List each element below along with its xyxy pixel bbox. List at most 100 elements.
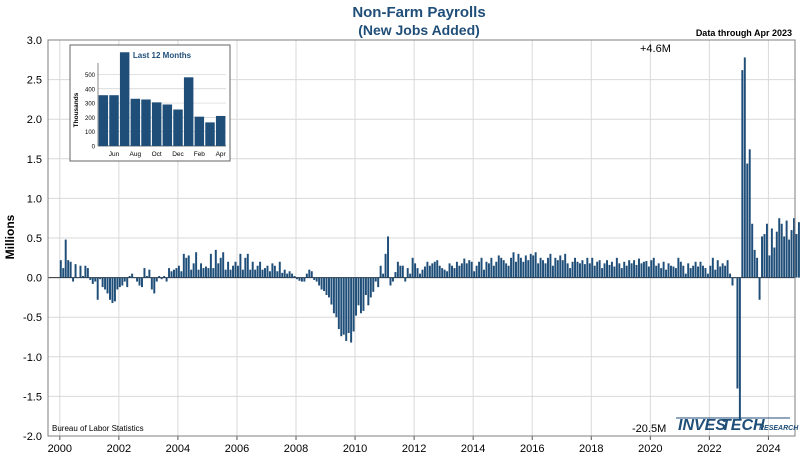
payroll-bar — [126, 277, 129, 288]
y-tick-label: -2.0 — [23, 431, 42, 443]
x-tick-label: 2004 — [166, 443, 190, 455]
payroll-bar — [505, 263, 508, 278]
inset-bar — [109, 95, 119, 146]
payroll-bar — [603, 263, 606, 278]
payroll-bar — [512, 252, 515, 278]
payroll-bar — [756, 257, 759, 278]
y-tick-label: 0.5 — [27, 233, 42, 245]
x-axis-ticks: 2000 2002 2004 2006 2008 2010 2012 2014 2016 2018… — [48, 436, 781, 455]
payroll-bar — [733, 277, 736, 279]
payroll-bar — [99, 277, 102, 280]
payroll-bar — [382, 273, 385, 278]
payroll-bar — [630, 263, 633, 278]
x-tick-label: 2018 — [579, 443, 603, 455]
payroll-bar — [601, 268, 604, 278]
payroll-bar — [736, 277, 739, 389]
payroll-bar — [451, 265, 453, 278]
payroll-bar — [300, 277, 303, 282]
payroll-bar — [406, 268, 409, 278]
payroll-bar — [219, 257, 222, 278]
payroll-bar — [325, 277, 328, 296]
payroll-bar — [229, 269, 232, 278]
inset-bar — [162, 104, 173, 146]
payroll-bar — [192, 263, 195, 278]
payroll-bar — [281, 272, 284, 278]
payroll-bar — [111, 277, 114, 303]
payroll-bar — [638, 258, 640, 278]
payroll-bar — [480, 257, 483, 278]
payroll-bar — [679, 261, 682, 278]
payroll-bar — [431, 263, 434, 278]
payroll-bar — [544, 263, 547, 278]
payroll-bar — [793, 218, 795, 278]
payroll-bar — [72, 277, 75, 282]
inset-y-tick-label: 500 — [85, 73, 96, 79]
inset-y-tick-label: 200 — [85, 116, 96, 122]
payroll-bar — [337, 277, 340, 330]
payroll-bar — [483, 269, 485, 278]
payroll-bar — [288, 271, 291, 278]
payroll-bar — [133, 277, 136, 279]
payroll-bar — [153, 277, 156, 294]
payroll-bar — [96, 277, 99, 300]
payroll-bar — [588, 263, 591, 278]
y-tick-label: -1.5 — [23, 391, 42, 403]
inset-bar — [215, 115, 226, 146]
payroll-bar — [138, 277, 141, 286]
trough-annotation: -20.5M — [632, 423, 666, 435]
payroll-bar — [497, 255, 500, 278]
payroll-bar — [566, 263, 569, 278]
payroll-bar — [571, 261, 574, 278]
payroll-bar — [62, 268, 65, 278]
payroll-bar — [795, 234, 798, 278]
inset-bar — [141, 99, 151, 146]
payroll-bar — [180, 271, 183, 278]
inset-bar — [119, 52, 130, 146]
payroll-bar — [517, 253, 520, 278]
x-tick-label: 2016 — [520, 443, 544, 455]
payroll-bar — [323, 277, 326, 292]
y-tick-label: 0.0 — [27, 273, 42, 285]
payroll-bar — [551, 265, 554, 278]
payroll-bar — [591, 257, 594, 278]
payroll-bar — [276, 271, 279, 278]
payroll-bar — [428, 265, 431, 278]
inset-bar — [130, 98, 141, 146]
payroll-bar — [86, 268, 89, 278]
payroll-bar — [699, 261, 702, 278]
payroll-bar — [362, 277, 365, 311]
payroll-bar — [318, 277, 321, 286]
chart-subtitle: (New Jobs Added) — [358, 22, 480, 38]
payroll-bar — [286, 273, 289, 278]
payroll-bar — [335, 277, 338, 318]
payroll-bar — [389, 277, 392, 286]
y-tick-label: 1.0 — [27, 193, 42, 205]
payroll-bar — [249, 269, 252, 278]
payroll-bar — [345, 277, 348, 341]
source-label: Bureau of Labor Statistics — [52, 424, 144, 433]
payroll-bar — [254, 269, 257, 278]
investech-logo: INVES TECH RESEARCH — [676, 417, 799, 434]
payroll-bar — [492, 265, 495, 278]
inset-bar — [183, 77, 194, 146]
payroll-bar — [593, 265, 596, 278]
payroll-bar — [232, 265, 235, 278]
payroll-bar — [359, 277, 362, 314]
payroll-bar — [79, 265, 82, 278]
payroll-bar — [542, 260, 545, 278]
peak-annotation: +4.6M — [640, 43, 671, 55]
y-tick-label: 1.5 — [27, 154, 42, 166]
payroll-bar — [655, 265, 658, 278]
payroll-bar — [633, 260, 636, 278]
payroll-bar — [768, 255, 771, 278]
payroll-bar — [423, 266, 426, 278]
payroll-bar — [532, 255, 535, 278]
payroll-bar — [239, 253, 242, 278]
payroll-bar — [234, 261, 237, 278]
payroll-bar — [660, 268, 663, 278]
payroll-bar — [490, 257, 493, 278]
x-tick-label: 2008 — [284, 443, 308, 455]
payroll-bar — [394, 272, 397, 278]
payroll-bar — [106, 277, 109, 294]
y-tick-label: 2.0 — [27, 114, 42, 126]
